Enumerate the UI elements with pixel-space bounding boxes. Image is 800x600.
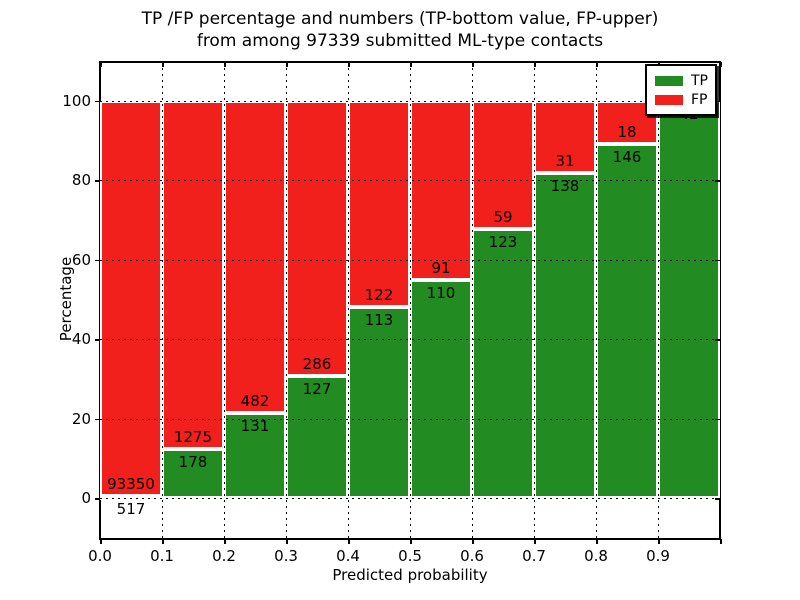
chart-title-line2: from among 97339 submitted ML-type conta…	[196, 31, 604, 51]
x-tick-label: 0.1	[150, 547, 174, 565]
fp-count-label: 31	[555, 152, 575, 171]
fp-count-label: 59	[493, 208, 513, 227]
legend-swatch-fp-icon	[655, 94, 683, 105]
gridline-vertical	[410, 62, 411, 539]
bar-segment-tp	[410, 280, 472, 498]
gridline-vertical	[348, 62, 349, 539]
fp-count-label: 482	[240, 392, 270, 411]
tp-count-label: 110	[426, 284, 456, 303]
bar-segment-tp	[658, 100, 720, 498]
x-axis-label: Predicted probability	[332, 566, 488, 584]
y-tick-label: 40	[71, 330, 91, 348]
x-tick-mark	[224, 539, 226, 544]
bar-segment-tp	[596, 144, 658, 498]
legend-swatch-tp-icon	[655, 75, 683, 86]
y-tick-label: 80	[71, 171, 91, 189]
legend-label-fp: FP	[691, 91, 708, 108]
x-tick-mark	[100, 62, 102, 67]
plot-area: 93350 517 1275 178 482 131 286 127 122 113 91 110 59…	[100, 62, 720, 539]
x-tick-mark	[534, 539, 536, 544]
x-tick-label: 0.7	[522, 547, 546, 565]
x-tick-mark	[596, 539, 598, 544]
bar-segment-fp	[472, 100, 534, 230]
fp-count-label: 286	[302, 354, 332, 373]
tp-count-label: 123	[488, 233, 518, 252]
gridline-vertical	[658, 62, 659, 539]
legend-label-tp: TP	[691, 72, 708, 89]
tp-count-label: 517	[116, 499, 146, 518]
y-tick-mark	[95, 180, 100, 182]
y-tick-label: 20	[71, 409, 91, 428]
chart-title: TP /FP percentage and numbers (TP-bottom…	[10, 8, 790, 52]
chart-title-line1: TP /FP percentage and numbers (TP-bottom…	[141, 9, 659, 29]
fp-count-label: 122	[364, 285, 394, 304]
tp-count-label: 131	[240, 417, 270, 436]
legend-entry-tp: TP	[655, 71, 709, 90]
bar-segment-tp	[472, 229, 534, 498]
bar-segment-fp	[162, 100, 224, 450]
y-axis-label: Percentage	[57, 256, 76, 342]
tp-count-label: 113	[364, 310, 394, 329]
bar-segment-fp	[348, 100, 410, 307]
fp-count-label: 93350	[107, 474, 155, 493]
x-tick-mark	[720, 539, 722, 544]
y-tick-label: 100	[62, 91, 91, 110]
x-tick-label: 0.5	[398, 547, 422, 565]
tp-count-label: 178	[178, 453, 208, 472]
y-tick-mark	[95, 418, 100, 420]
bar-segment-tp	[162, 449, 224, 498]
legend: TP FP	[645, 64, 717, 116]
gridline-vertical	[224, 62, 225, 539]
x-tick-mark	[720, 62, 722, 67]
y-tick-label: 60	[71, 250, 91, 269]
fp-count-label: 91	[431, 259, 451, 278]
fp-count-label: 18	[617, 123, 637, 142]
bar-segment-fp	[100, 100, 162, 496]
bar-segment-tp	[534, 173, 596, 498]
x-tick-label: 0.8	[584, 547, 608, 565]
bar-segment-tp	[348, 306, 410, 498]
x-tick-mark	[410, 539, 412, 544]
gridline-vertical	[162, 62, 163, 539]
legend-entry-fp: FP	[655, 90, 709, 109]
tp-count-label: 138	[550, 177, 580, 196]
bar-segment-fp	[410, 100, 472, 281]
x-tick-label: 0.6	[460, 547, 484, 565]
x-tick-mark	[348, 539, 350, 544]
x-tick-label: 0.0	[88, 547, 112, 565]
y-tick-mark	[95, 339, 100, 341]
bar-segment-fp	[286, 100, 348, 376]
x-tick-mark	[286, 539, 288, 544]
x-tick-mark	[658, 539, 660, 544]
bar-segment-tp	[224, 413, 286, 498]
gridline-vertical	[472, 62, 473, 539]
fp-count-label: 1275	[173, 428, 213, 447]
x-tick-label: 0.3	[274, 547, 298, 565]
y-tick-label: 0	[81, 489, 91, 507]
y-tick-mark	[95, 498, 100, 500]
gridline-vertical	[596, 62, 597, 539]
tp-count-label: 146	[612, 148, 642, 167]
x-tick-label: 0.4	[336, 547, 360, 565]
y-tick-mark	[95, 259, 100, 261]
tp-count-label: 127	[302, 379, 332, 398]
y-tick-mark	[95, 100, 100, 102]
x-tick-label: 0.2	[212, 547, 236, 565]
x-tick-mark	[472, 539, 474, 544]
gridline-vertical	[534, 62, 535, 539]
x-tick-mark	[100, 539, 102, 544]
bar-segment-fp	[224, 100, 286, 414]
bar-segment-tp	[286, 375, 348, 498]
x-tick-mark	[162, 539, 164, 544]
x-tick-label: 0.9	[646, 547, 670, 565]
gridline-vertical	[286, 62, 287, 539]
